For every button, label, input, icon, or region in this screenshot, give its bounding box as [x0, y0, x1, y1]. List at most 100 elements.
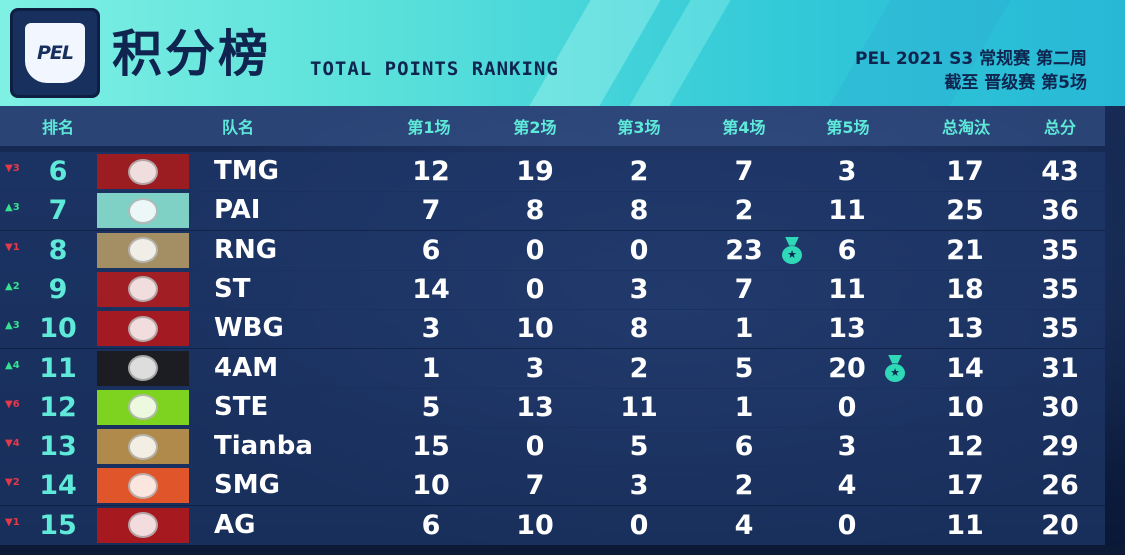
column-header-match3: 第3场 — [617, 118, 661, 137]
eliminations-cell: 14 — [946, 352, 984, 384]
eliminations-cell: 17 — [946, 470, 984, 502]
rank-number: 13 — [39, 431, 77, 463]
match-points-cell: 3 — [629, 470, 649, 502]
table-row: ▲2 9 ST 14 0 3 7 11 18 35 — [0, 269, 1105, 310]
table-row: ▲4 11 4AM 1 3 2 5 20 ★ 14 31 — [0, 348, 1105, 389]
match-points-cell: 14 — [412, 273, 450, 305]
column-header-total: 总分 — [1043, 118, 1076, 137]
rank-number: 6 — [48, 156, 68, 187]
rank-down-indicator: ▼2 — [5, 477, 20, 489]
table-row: ▼2 14 SMG 10 7 3 2 4 17 26 — [0, 466, 1105, 507]
column-header-row: 排名 队名 第1场 第2场 第3场 第4场 第5场 总淘汰 总分 — [0, 106, 1105, 146]
column-header-match4: 第4场 — [722, 118, 766, 137]
rank-number: 15 — [39, 509, 77, 541]
match-points-cell: 2 — [629, 156, 649, 187]
pel-logo: PEL — [10, 8, 100, 98]
team-name: TMG — [214, 156, 279, 186]
rank-number: 11 — [39, 352, 77, 384]
match-points-cell: 5 — [629, 431, 649, 463]
team-emblem-icon — [128, 355, 158, 381]
team-name: ST — [214, 273, 251, 304]
total-points-cell: 35 — [1041, 313, 1079, 345]
match-points-cell: 7 — [734, 156, 754, 187]
match-points-cell: 2 — [629, 352, 649, 384]
match-points-cell: 4 — [837, 470, 857, 502]
match-points-cell: 23 — [725, 234, 763, 266]
rank-up-indicator: ▲3 — [5, 202, 20, 214]
team-name: STE — [214, 391, 269, 422]
eliminations-cell: 13 — [946, 313, 984, 345]
rank-down-indicator: ▼1 — [5, 516, 20, 528]
table-row: ▲3 10 WBG 3 10 8 1 13 13 35 — [0, 309, 1105, 350]
rank-down-indicator: ▼6 — [5, 398, 20, 410]
page-title: 积分榜 — [112, 25, 271, 83]
eliminations-cell: 11 — [946, 509, 984, 541]
match-points-cell: 11 — [828, 273, 866, 305]
match-points-cell: 6 — [734, 431, 754, 463]
rank-down-indicator: ▼1 — [5, 241, 20, 253]
rank-up-indicator: ▲4 — [5, 359, 20, 371]
match-points-cell: 10 — [516, 313, 554, 345]
match-points-cell: 0 — [629, 234, 649, 266]
match-points-cell: 2 — [734, 470, 754, 502]
match-points-cell: 2 — [734, 195, 754, 227]
team-name: RNG — [214, 234, 278, 265]
match-points-cell: 13 — [516, 391, 554, 423]
column-header-rank: 排名 — [41, 118, 74, 137]
team-name: PAI — [214, 195, 261, 226]
team-logo — [97, 311, 189, 347]
match-points-cell: 0 — [525, 431, 545, 463]
rank-number: 10 — [39, 313, 77, 345]
match-points-cell: 3 — [629, 273, 649, 305]
total-points-cell: 31 — [1041, 352, 1079, 384]
total-points-cell: 35 — [1041, 234, 1079, 266]
chicken-dinner-medal-icon: ★ — [782, 236, 802, 265]
progress-info: 截至 晋级赛 第5场 — [944, 73, 1087, 93]
match-points-cell: 11 — [620, 391, 658, 423]
rank-number: 14 — [39, 470, 77, 502]
team-logo — [97, 389, 189, 425]
rank-up-indicator: ▲2 — [5, 280, 20, 292]
chicken-dinner-medal-icon: ★ — [885, 354, 905, 383]
team-logo — [97, 271, 189, 307]
match-points-cell: 8 — [525, 195, 545, 227]
match-points-cell: 10 — [516, 509, 554, 541]
team-emblem-icon — [128, 433, 158, 460]
rank-number: 7 — [48, 195, 68, 227]
match-points-cell: 6 — [421, 509, 441, 541]
team-logo — [97, 350, 189, 386]
table-row: ▼6 12 STE 5 13 11 1 0 10 30 — [0, 387, 1105, 428]
total-points-cell: 43 — [1041, 156, 1079, 187]
match-points-cell: 15 — [412, 431, 450, 463]
team-logo — [97, 154, 189, 189]
table-row: ▼4 13 Tianba 15 0 5 6 3 12 29 — [0, 427, 1105, 468]
total-points-cell: 20 — [1041, 509, 1079, 541]
eliminations-cell: 10 — [946, 391, 984, 423]
team-logo — [97, 429, 189, 465]
match-points-cell: 8 — [629, 195, 649, 227]
eliminations-cell: 21 — [946, 234, 984, 266]
column-header-match2: 第2场 — [513, 118, 557, 137]
eliminations-cell: 12 — [946, 431, 984, 463]
team-logo — [97, 232, 189, 268]
match-points-cell: 3 — [421, 313, 441, 345]
match-points-cell: 20 — [828, 352, 866, 384]
column-header-match1: 第1场 — [407, 118, 451, 137]
column-header-eliminations: 总淘汰 — [941, 118, 990, 137]
team-name: 4AM — [214, 352, 279, 383]
match-points-cell: 8 — [629, 313, 649, 345]
team-emblem-icon — [128, 197, 158, 224]
total-points-cell: 36 — [1041, 195, 1079, 227]
total-points-cell: 29 — [1041, 431, 1079, 463]
match-points-cell: 0 — [525, 234, 545, 266]
match-points-cell: 0 — [837, 391, 857, 423]
eliminations-cell: 25 — [946, 195, 984, 227]
eliminations-cell: 17 — [946, 156, 984, 187]
match-points-cell: 3 — [837, 431, 857, 463]
match-points-cell: 5 — [734, 352, 754, 384]
total-points-cell: 30 — [1041, 391, 1079, 423]
team-emblem-icon — [128, 394, 158, 421]
team-name: AG — [214, 509, 256, 540]
team-emblem-icon — [128, 315, 158, 342]
